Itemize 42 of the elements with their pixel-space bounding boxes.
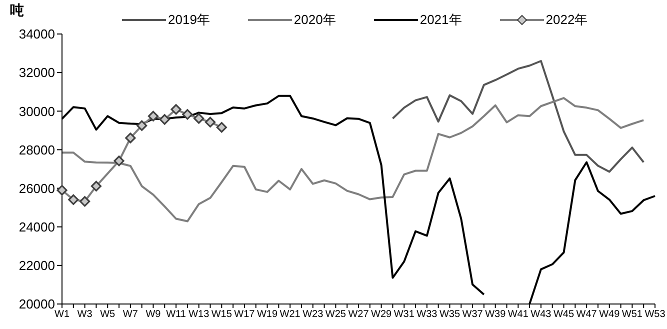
x-tick-label: W53	[644, 309, 666, 320]
x-tick-label: W19	[256, 309, 278, 320]
legend-label: 2022年	[546, 11, 588, 29]
y-axis-title: 吨	[10, 2, 24, 20]
legend-label: 2020年	[294, 11, 336, 29]
x-tick-label: W7	[122, 309, 138, 320]
x-tick-label: W47	[576, 309, 598, 320]
line-series	[61, 97, 645, 222]
x-tick-label: W37	[462, 309, 484, 320]
x-tick-label: W13	[188, 309, 210, 320]
x-tick-label: W39	[485, 309, 506, 320]
x-tick-label: W3	[77, 309, 93, 320]
x-tick-label: W49	[599, 309, 620, 320]
x-tick-label: W15	[211, 309, 232, 320]
x-tick-label: W41	[508, 309, 529, 320]
x-tick-label: W11	[166, 309, 186, 320]
y-tick-label: 30000	[18, 104, 55, 119]
x-tick-label: W35	[439, 309, 460, 320]
y-tick-label: 24000	[18, 219, 55, 234]
x-tick-label: W17	[234, 309, 256, 320]
x-tick-label: W45	[553, 309, 574, 320]
x-tick-label: W29	[371, 309, 392, 320]
x-tick-label: W27	[348, 309, 370, 320]
legend-label: 2019年	[168, 11, 210, 29]
y-tick-label: 28000	[18, 142, 55, 158]
x-tick-label: W1	[54, 309, 70, 320]
x-tick-label: W25	[325, 309, 346, 320]
y-tick-label: 34000	[18, 26, 55, 42]
y-tick-label: 32000	[18, 65, 55, 80]
line-series	[392, 60, 645, 173]
x-tick-label: W31	[394, 309, 415, 320]
y-tick-label: 26000	[18, 180, 55, 196]
x-tick-label: W23	[302, 309, 324, 320]
x-tick-label: W33	[416, 309, 438, 320]
x-tick-label: W51	[622, 309, 643, 320]
y-tick-label: 20000	[18, 296, 55, 312]
legend-label: 2021年	[420, 11, 462, 29]
x-tick-label: W43	[530, 309, 552, 320]
y-tick-label: 22000	[18, 258, 55, 274]
x-tick-label: W5	[100, 309, 116, 320]
x-tick-label: W21	[280, 309, 301, 320]
x-tick-label: W9	[146, 309, 162, 320]
